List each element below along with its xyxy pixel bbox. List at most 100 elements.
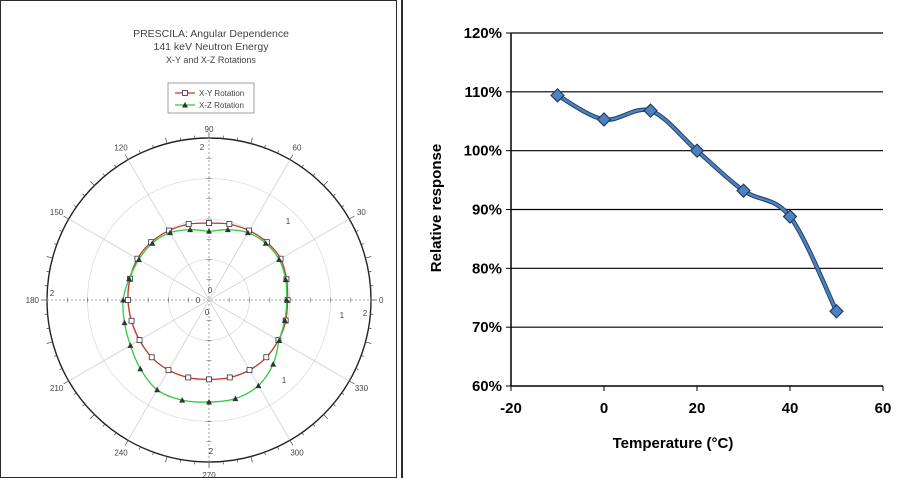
polar-tick-285: [250, 456, 253, 463]
polar-point-xy-20: [246, 367, 253, 374]
polar-point-xy-7: [185, 221, 192, 228]
polar-point-xy-16: [165, 367, 172, 374]
polar-point-xz-6: [206, 228, 212, 234]
polar-radial-label-1: 2: [363, 309, 368, 318]
polar-tick-20: [361, 243, 365, 245]
polar-tick-320: [332, 403, 336, 407]
polar-radial-label-9: 1: [282, 376, 287, 385]
polar-tick-65: [277, 150, 280, 154]
polar-angle-label-300: 300: [290, 448, 304, 457]
polar-point-xy-12: [125, 297, 131, 303]
polar-tick-325: [341, 392, 345, 395]
polar-point-xz-3: [262, 240, 269, 246]
y-tick-label-6: 120%: [464, 25, 502, 42]
line-gridlines: [506, 32, 884, 391]
y-tick-label-3: 90%: [472, 202, 502, 219]
polar-tick-170: [46, 271, 50, 273]
polar-tick-195: [46, 341, 53, 344]
polar-radial-label-0: 2: [50, 289, 55, 298]
polar-tick-230: [102, 423, 106, 427]
y-tick-label-2: 80%: [472, 260, 502, 277]
polar-tick-345: [365, 341, 372, 344]
polar-point-xz-4: [244, 229, 251, 236]
polar-tick-300: [289, 440, 294, 446]
line-point-5: [782, 209, 798, 224]
polar-tick-310: [312, 423, 316, 427]
polar-spoke-150: [68, 218, 350, 382]
polar-angle-label-0: 0: [379, 296, 384, 305]
polar-tick-190: [46, 327, 50, 329]
polar-angle-label-120: 120: [114, 144, 128, 153]
polar-tick-155: [59, 229, 63, 232]
polar-point-xz-13: [121, 319, 128, 326]
polar-tick-250: [152, 452, 154, 456]
line-series-path: [556, 94, 838, 313]
polar-tick-80: [236, 137, 238, 141]
polar-tick-125: [114, 164, 117, 168]
polar-tick-335: [355, 368, 359, 371]
polar-point-xy-19: [226, 374, 233, 381]
legend-label-xz: X-Z Rotation: [199, 101, 244, 110]
polar-angle-labels: 0306090120150180210240270300330222200011…: [26, 125, 384, 477]
polar-angle-label-30: 30: [357, 208, 366, 217]
polar-point-xz-21: [270, 361, 277, 367]
polar-tick-140: [82, 193, 86, 197]
line-chart: 60% 70% 80% 90% 100% 110% 120% -20 0 20 40 60 Temp…: [428, 25, 891, 452]
x-tick-label-0: -20: [500, 400, 522, 417]
polar-tick-255: [165, 456, 168, 463]
y-tick-labels: 60% 70% 80% 90% 100% 110% 120%: [464, 25, 502, 395]
polar-point-xz-19: [232, 395, 239, 402]
polar-point-xz-22: [276, 337, 283, 343]
polar-chart-title: PRESCILA: Angular Dependence: [133, 28, 289, 40]
legend-marker-xy: [182, 90, 188, 96]
y-axis-label: Relative response: [428, 144, 445, 272]
polar-angle-label-60: 60: [293, 144, 302, 153]
polar-angle-label-270: 270: [202, 471, 216, 477]
polar-point-xz-1: [282, 276, 289, 282]
polar-point-xy-6: [206, 220, 212, 226]
polar-tick-220: [82, 403, 86, 407]
polar-chart-panel: PRESCILA: Angular Dependence 141 keV Neu…: [0, 0, 397, 478]
polar-point-xy-18: [206, 376, 212, 383]
polar-radial-label-5: 0: [208, 286, 213, 295]
polar-point-xz-20: [255, 382, 262, 389]
polar-tick-105: [165, 137, 168, 144]
polar-series: [120, 220, 291, 405]
polar-tick-215: [73, 392, 77, 395]
polar-point-xy-5: [226, 221, 233, 228]
polar-point-xz-17: [179, 397, 186, 403]
polar-radial-label-7: 1: [286, 217, 291, 226]
polar-tick-120: [124, 154, 129, 160]
line-series: [550, 88, 844, 319]
polar-tick-295: [277, 446, 280, 450]
polar-angle-label-150: 150: [50, 208, 64, 217]
polar-tick-330: [349, 380, 355, 385]
legend-marker-xz: [182, 102, 188, 108]
polar-radial-label-2: 2: [200, 143, 205, 152]
legend-label-xy: X-Y Rotation: [199, 89, 244, 98]
line-point-0: [550, 88, 565, 103]
polar-chart-subtitle-2: X-Y and X-Z Rotations: [166, 55, 256, 65]
polar-tick-245: [138, 446, 141, 450]
polar-legend-box: [167, 82, 255, 114]
polar-chart-subtitle: 141 keV Neutron Energy: [154, 41, 270, 53]
polar-radial-label-6: 0: [205, 308, 210, 317]
polar-tick-340: [361, 355, 365, 357]
line-point-1: [596, 112, 612, 127]
polar-radial-label-8: 1: [340, 311, 345, 320]
polar-legend: X-Y Rotation X-Z Rotation: [167, 82, 255, 114]
polar-radial-label-3: 2: [209, 447, 214, 456]
polar-tick-145: [73, 205, 77, 208]
polar-tick-35: [341, 205, 345, 208]
polar-tick-305: [301, 432, 304, 436]
polar-point-xz-5: [224, 226, 231, 233]
polar-tick-10: [368, 271, 372, 273]
polar-point-xz-12: [120, 297, 127, 303]
polar-tick-165: [46, 256, 53, 259]
polar-tick-55: [301, 164, 304, 168]
polar-tick-225: [89, 414, 95, 420]
line-series-outline: [555, 93, 839, 314]
y-tick-label-0: 60%: [472, 378, 502, 395]
polar-tick-315: [323, 414, 329, 420]
line-point-4: [736, 183, 751, 199]
